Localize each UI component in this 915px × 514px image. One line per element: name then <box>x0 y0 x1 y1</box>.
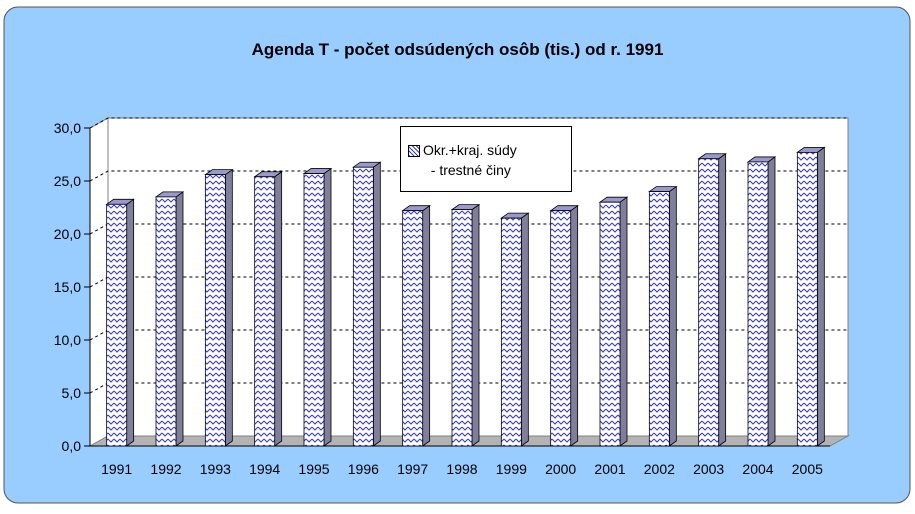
bar-1999 <box>500 212 530 447</box>
x-tick-label: 2002 <box>644 461 675 477</box>
bar-1993 <box>204 168 234 447</box>
bar-front <box>698 158 720 447</box>
x-tick-label: 1991 <box>101 461 132 477</box>
bar-1992 <box>154 191 185 447</box>
gridline <box>89 170 848 182</box>
x-tick-label: 1996 <box>348 461 379 477</box>
bar-side <box>668 185 677 447</box>
bar-front <box>106 203 128 447</box>
bar-1998 <box>450 203 481 447</box>
y-tick-label: 5,0 <box>62 385 82 401</box>
chart-title: Agenda T - počet odsúdených osôb (tis.) … <box>251 40 664 59</box>
bar-front <box>402 210 424 447</box>
bar-side <box>570 204 579 447</box>
bar-front <box>550 210 572 447</box>
x-tick-label: 2001 <box>594 461 625 477</box>
bar-2005 <box>796 146 826 447</box>
y-tick-label: 15,0 <box>54 279 81 295</box>
x-tick-label: 1994 <box>249 461 280 477</box>
bar-front <box>204 174 226 447</box>
bar-2000 <box>549 204 579 447</box>
x-tick-label: 1997 <box>397 461 428 477</box>
bar-side <box>422 204 431 447</box>
bar-front <box>303 173 325 447</box>
bar-front <box>352 166 374 447</box>
x-tick-label: 1999 <box>496 461 527 477</box>
y-tick-label: 10,0 <box>54 332 81 348</box>
bar-side <box>619 196 628 447</box>
x-tick-label: 2000 <box>545 461 576 477</box>
bar-front <box>599 201 621 447</box>
bar-1997 <box>401 204 431 447</box>
bar-side <box>718 152 727 447</box>
y-tick-label: 20,0 <box>54 226 81 242</box>
bar-2002 <box>648 185 678 447</box>
bar-front <box>254 176 276 447</box>
bar-1995 <box>302 167 333 447</box>
x-tick-label: 2004 <box>742 461 773 477</box>
bar-2004 <box>746 156 777 447</box>
bar-side <box>520 212 529 447</box>
bar-front <box>155 196 177 447</box>
bar-2001 <box>598 196 629 447</box>
legend-series-name: Okr.+kraj. súdy - trestné činy <box>423 142 517 178</box>
bar-side <box>224 168 233 447</box>
plot-side-wall <box>89 117 109 447</box>
bar-1991 <box>105 198 135 447</box>
y-tick-label: 30,0 <box>54 120 81 136</box>
bar-side <box>323 167 332 447</box>
x-tick-label: 2003 <box>693 461 724 477</box>
x-tick-label: 1993 <box>200 461 231 477</box>
gridline <box>89 117 848 129</box>
y-tick-label: 0,0 <box>62 438 82 454</box>
legend: Okr.+kraj. súdy - trestné činy <box>400 126 572 192</box>
bar-1996 <box>352 161 382 447</box>
x-tick-label: 2005 <box>792 461 823 477</box>
x-tick-label: 1998 <box>446 461 477 477</box>
bar-1994 <box>253 170 283 447</box>
bar-front <box>500 217 522 447</box>
bar-side <box>471 203 480 447</box>
bar-front <box>796 151 818 447</box>
bar-side <box>767 156 776 447</box>
y-tick-label: 25,0 <box>54 173 81 189</box>
bar-side <box>175 191 184 447</box>
bar-side <box>274 170 283 447</box>
bar-front <box>747 161 769 447</box>
legend-swatch <box>408 145 420 157</box>
bar-side <box>372 161 381 447</box>
bar-front <box>451 209 473 447</box>
bar-2003 <box>697 152 727 447</box>
bar-front <box>648 191 670 447</box>
x-tick-label: 1992 <box>150 461 181 477</box>
x-tick-label: 1995 <box>298 461 329 477</box>
bar-side <box>816 146 825 447</box>
bar-side <box>126 198 135 447</box>
